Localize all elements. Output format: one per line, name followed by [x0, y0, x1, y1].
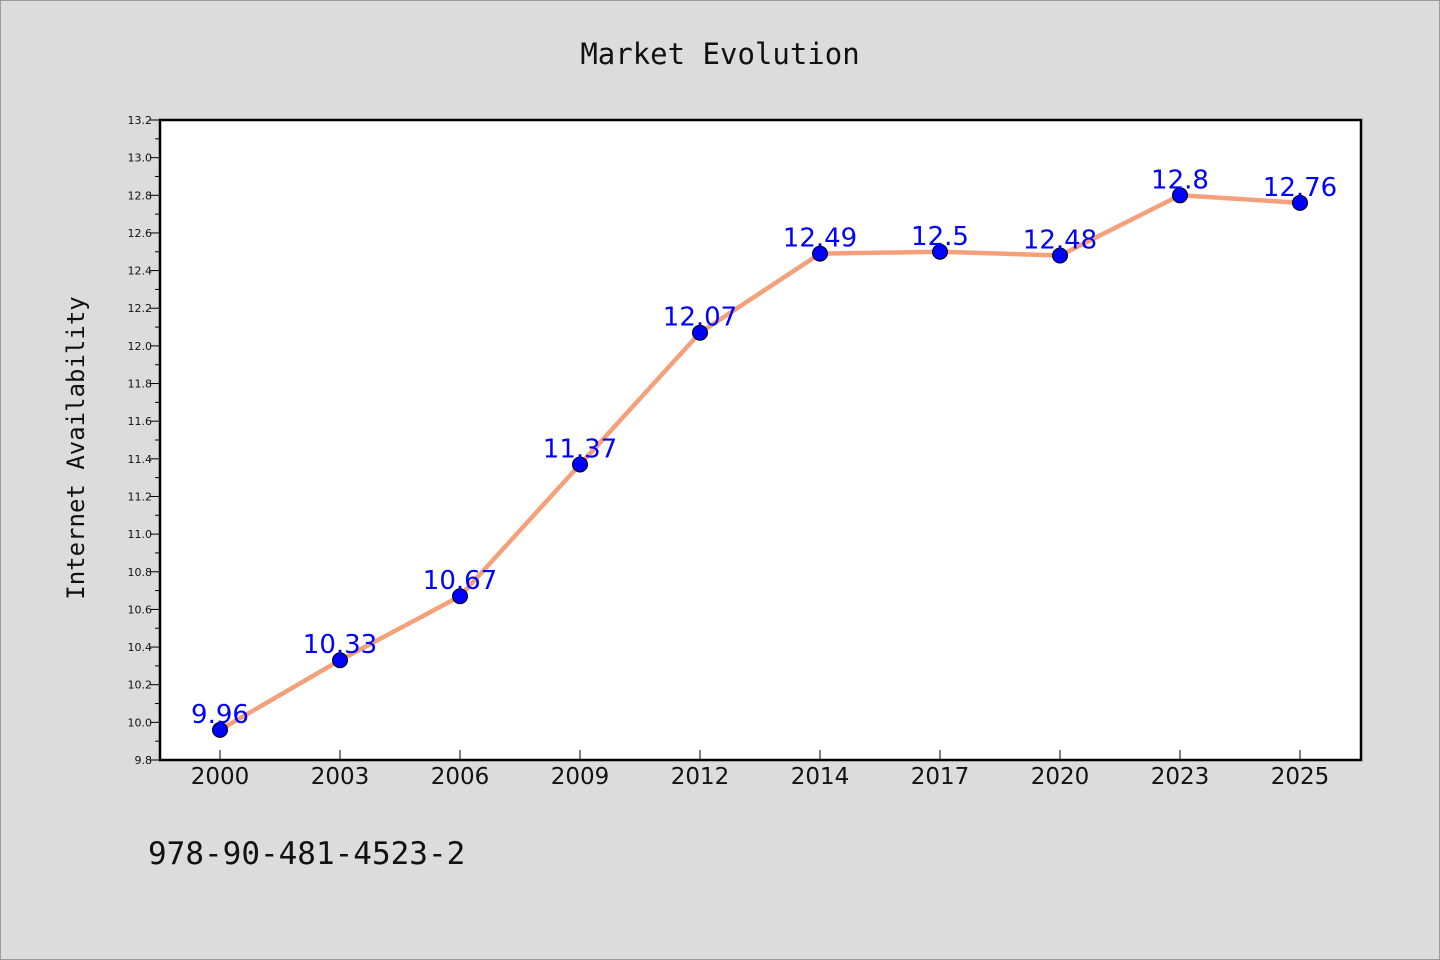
data-point — [1292, 194, 1308, 211]
x-tick-label: 2003 — [311, 764, 370, 790]
y-tick-label: 12.8 — [128, 189, 153, 202]
data-point — [1172, 187, 1188, 204]
data-label: 12.5 — [911, 222, 969, 252]
isbn-text: 978-90-481-4523-2 — [148, 836, 465, 872]
y-tick-label: 11.4 — [128, 453, 153, 466]
x-tick-label: 2000 — [191, 764, 250, 790]
data-label: 12.76 — [1263, 173, 1337, 203]
data-point — [932, 243, 948, 260]
y-tick-label: 12.4 — [128, 265, 153, 278]
x-axis: 2000 2003 2006 2009 2012 2014 2017 2020 2023 2025 — [191, 750, 1330, 790]
data-point — [212, 721, 228, 738]
data-label: 12.49 — [783, 224, 857, 254]
y-tick-label: 10.2 — [128, 679, 153, 692]
x-tick-label: 2023 — [1151, 764, 1210, 790]
y-tick-label: 12.2 — [128, 302, 153, 315]
y-axis: 9.8 10.0 10.2 10.4 10.6 10.8 11.0 11.2 11.4 11.6 1… — [128, 114, 160, 767]
series-line — [217, 193, 1303, 733]
data-label: 10.67 — [423, 566, 497, 596]
data-point — [332, 652, 348, 669]
y-axis-label: Internet Availability — [62, 296, 90, 599]
x-tick-label: 2025 — [1271, 764, 1330, 790]
y-tick-label: 11.2 — [128, 490, 153, 503]
y-tick-label: 11.8 — [128, 378, 153, 391]
data-label: 11.37 — [543, 434, 617, 464]
x-tick-label: 2009 — [551, 764, 610, 790]
data-label: 10.33 — [303, 630, 377, 660]
y-tick-label: 13.0 — [128, 152, 153, 165]
y-tick-label: 11.0 — [128, 528, 153, 541]
y-tick-label: 12.0 — [128, 340, 153, 353]
data-point — [572, 456, 588, 473]
plot-area — [160, 120, 1361, 760]
data-label: 12.48 — [1023, 226, 1097, 256]
x-tick-label: 2012 — [671, 764, 730, 790]
y-tick-label: 10.8 — [128, 566, 153, 579]
x-tick-label: 2006 — [431, 764, 490, 790]
data-label: 12.07 — [663, 303, 737, 333]
x-tick-label: 2014 — [791, 764, 850, 790]
y-tick-label: 10.6 — [128, 603, 153, 616]
y-tick-label: 10.4 — [128, 641, 153, 654]
data-label: 12.8 — [1151, 165, 1209, 195]
y-tick-label: 11.6 — [128, 415, 153, 428]
chart-title: Market Evolution — [580, 37, 859, 71]
data-point — [812, 245, 828, 262]
data-point — [692, 324, 708, 341]
x-tick-label: 2017 — [911, 764, 970, 790]
x-tick-label: 2020 — [1031, 764, 1090, 790]
series-layer: 9.96 10.33 10.67 11.37 12.07 12.49 12.5 12.48 12… — [191, 165, 1337, 738]
data-point — [1052, 247, 1068, 264]
y-tick-label: 10.0 — [128, 716, 153, 729]
y-tick-label: 13.2 — [128, 114, 153, 127]
data-label: 9.96 — [191, 700, 249, 730]
data-point — [452, 588, 468, 605]
plot-frame — [158, 118, 1363, 762]
y-tick-label: 12.6 — [128, 227, 153, 240]
y-tick-label: 9.8 — [135, 754, 153, 767]
